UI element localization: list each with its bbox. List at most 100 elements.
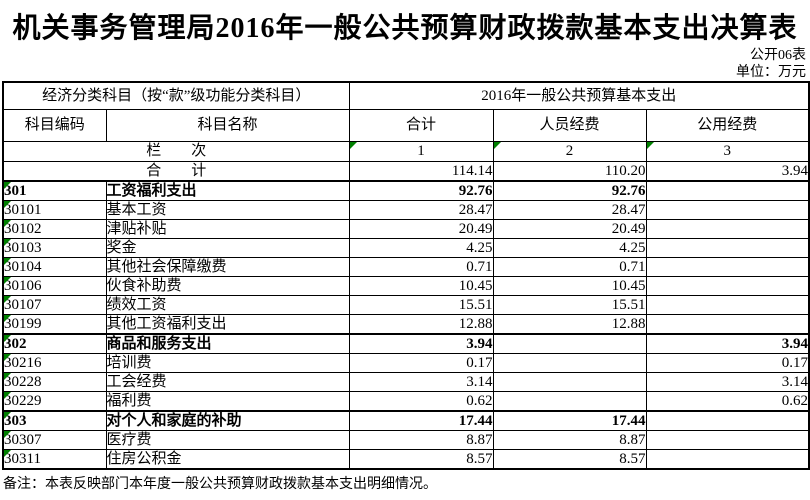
public-cell	[645, 430, 810, 450]
subject-name-cell: 津贴补贴	[105, 219, 350, 239]
personnel-cell: 92.76	[492, 180, 647, 201]
grand-total-row: 合 计 114.14 110.20 3.94	[2, 161, 810, 182]
table-row: 30106 伙食补助费 10.45 10.45	[2, 276, 810, 296]
public-cell	[645, 200, 810, 220]
total-cell: 15.51	[348, 295, 494, 315]
table-number: 公开06表	[750, 48, 806, 63]
personnel-cell	[492, 353, 647, 373]
total-cell: 28.47	[348, 200, 494, 220]
cell-corner-marker-icon	[4, 354, 11, 361]
column-index-label: 栏 次	[2, 141, 350, 162]
category-row: 302 商品和服务支出 3.94 3.94	[2, 333, 810, 354]
table-row: 30229 福利费 0.62 0.62	[2, 391, 810, 412]
public-cell	[645, 238, 810, 258]
subject-name-cell: 商品和服务支出	[105, 333, 350, 354]
public-cell	[645, 449, 810, 470]
total-cell: 17.44	[348, 410, 494, 431]
subject-code-cell: 30101	[2, 200, 107, 220]
cell-corner-marker-icon	[4, 239, 11, 246]
column-index-value: 2	[565, 143, 574, 159]
subject-code-cell: 30107	[2, 295, 107, 315]
table-row: 30199 其他工资福利支出 12.88 12.88	[2, 314, 810, 335]
cell-corner-marker-icon	[4, 182, 11, 189]
cell-corner-marker-icon	[4, 392, 11, 399]
public-cell: 0.17	[645, 353, 810, 373]
total-cell: 8.57	[348, 449, 494, 470]
table-row: 30102 津贴补贴 20.49 20.49	[2, 219, 810, 239]
total-cell: 0.62	[348, 391, 494, 412]
unit-label: 单位：万元	[736, 65, 806, 80]
total-cell: 12.88	[348, 314, 494, 335]
cell-corner-marker-icon	[4, 450, 11, 457]
personnel-cell: 8.57	[492, 449, 647, 470]
subject-name-cell: 住房公积金	[105, 449, 350, 470]
total-cell: 92.76	[348, 180, 494, 201]
personnel-cell	[492, 333, 647, 354]
cell-corner-marker-icon	[4, 335, 11, 342]
grand-total-public: 3.94	[645, 161, 810, 182]
grand-total-total: 114.14	[348, 161, 494, 182]
subject-code-cell: 30102	[2, 219, 107, 239]
category-row: 303 对个人和家庭的补助 17.44 17.44	[2, 410, 810, 431]
public-cell: 3.14	[645, 372, 810, 392]
public-cell	[645, 257, 810, 277]
cell-corner-marker-icon	[4, 373, 11, 380]
public-cell	[645, 180, 810, 201]
column-header-subject-name: 科目名称	[105, 109, 350, 142]
column-index-value: 1	[417, 143, 425, 159]
cell-corner-marker-icon	[4, 431, 11, 438]
cell-corner-marker-icon	[350, 142, 357, 149]
column-header-public: 公用经费	[645, 109, 810, 142]
table-row: 30104 其他社会保障缴费 0.71 0.71	[2, 257, 810, 277]
column-header-total: 合计	[348, 109, 494, 142]
subject-name-cell: 医疗费	[105, 430, 350, 450]
subject-name-cell: 伙食补助费	[105, 276, 350, 296]
column-index-3-cell: 3	[645, 141, 810, 162]
subject-name-cell: 培训费	[105, 353, 350, 373]
subject-code-cell: 30106	[2, 276, 107, 296]
subject-name-cell: 工会经费	[105, 372, 350, 392]
public-cell: 0.62	[645, 391, 810, 412]
public-cell: 3.94	[645, 333, 810, 354]
subject-name-cell: 对个人和家庭的补助	[105, 410, 350, 431]
column-index-value: 3	[723, 143, 732, 159]
personnel-cell: 10.45	[492, 276, 647, 296]
personnel-cell: 0.71	[492, 257, 647, 277]
column-index-2-cell: 2	[492, 141, 647, 162]
table-row: 30228 工会经费 3.14 3.14	[2, 372, 810, 392]
subject-code-cell: 30228	[2, 372, 107, 392]
grand-total-personnel: 110.20	[492, 161, 647, 182]
budget-expenditure-header: 2016年一般公共预算基本支出	[348, 81, 810, 110]
table-row: 30101 基本工资 28.47 28.47	[2, 200, 810, 220]
cell-corner-marker-icon	[4, 201, 11, 208]
total-cell: 0.71	[348, 257, 494, 277]
cell-corner-marker-icon	[4, 258, 11, 265]
subject-name-cell: 福利费	[105, 391, 350, 412]
meta-block: 公开06表 单位：万元	[0, 47, 806, 81]
column-header-personnel: 人员经费	[492, 109, 647, 142]
column-header-subject-code: 科目编码	[2, 109, 107, 142]
total-cell: 20.49	[348, 219, 494, 239]
total-cell: 3.94	[348, 333, 494, 354]
subject-code-cell: 301	[2, 180, 107, 201]
cell-corner-marker-icon	[4, 315, 11, 322]
total-cell: 8.87	[348, 430, 494, 450]
table-row: 30216 培训费 0.17 0.17	[2, 353, 810, 373]
cell-corner-marker-icon	[4, 412, 11, 419]
personnel-cell: 15.51	[492, 295, 647, 315]
personnel-cell: 4.25	[492, 238, 647, 258]
page-title: 机关事务管理局2016年一般公共预算财政拨款基本支出决算表	[12, 13, 798, 44]
table-row: 30307 医疗费 8.87 8.87	[2, 430, 810, 450]
personnel-cell: 28.47	[492, 200, 647, 220]
group-header-row: 经济分类科目（按“款”级功能分类科目） 2016年一般公共预算基本支出	[2, 81, 810, 110]
cell-corner-marker-icon	[4, 277, 11, 284]
subject-code-cell: 30307	[2, 430, 107, 450]
subject-code-cell: 302	[2, 333, 107, 354]
economic-classification-header: 经济分类科目（按“款”级功能分类科目）	[2, 81, 350, 110]
subject-name-cell: 基本工资	[105, 200, 350, 220]
subject-code-cell: 30104	[2, 257, 107, 277]
category-row: 301 工资福利支出 92.76 92.76	[2, 180, 810, 201]
total-cell: 4.25	[348, 238, 494, 258]
subject-name-cell: 奖金	[105, 238, 350, 258]
